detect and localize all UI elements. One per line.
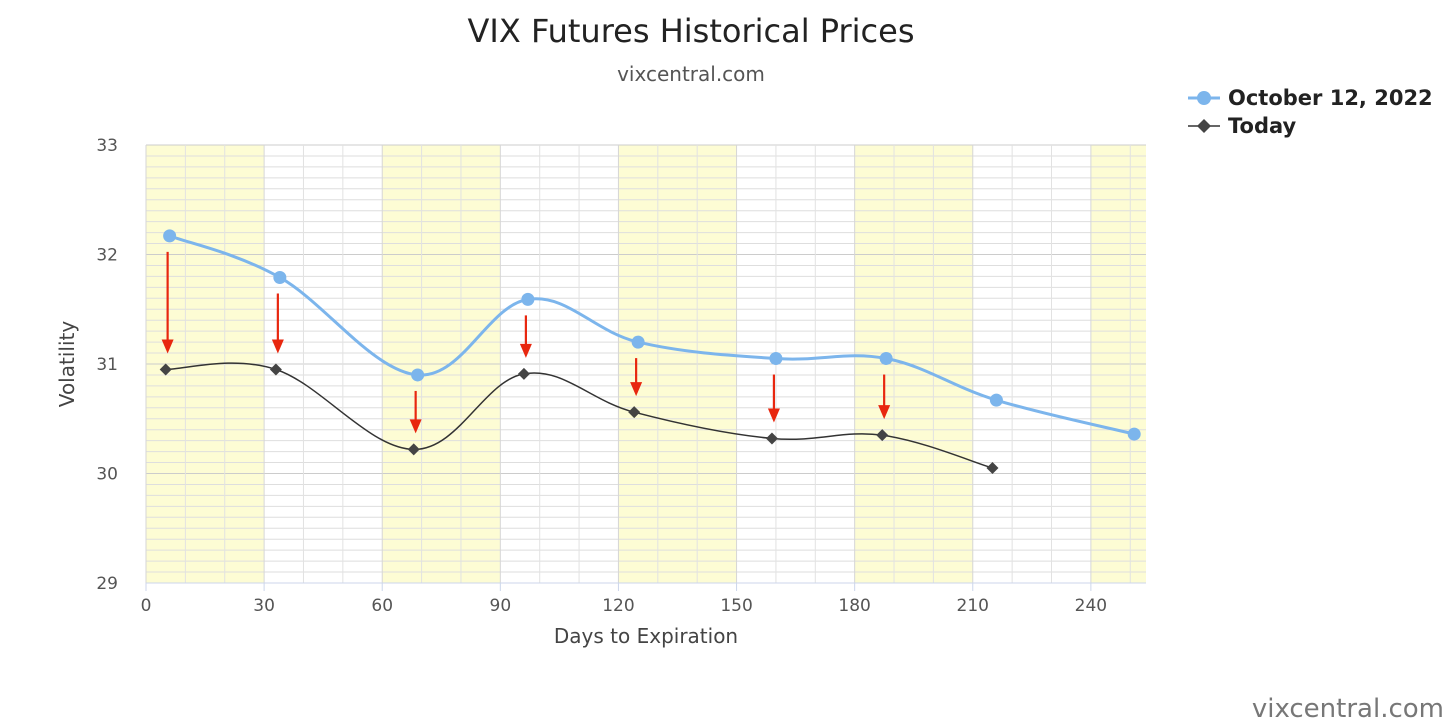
legend-diamond-icon	[1188, 116, 1220, 136]
y-axis-label: Volatility	[55, 321, 79, 408]
y-tick-label: 29	[96, 574, 118, 594]
y-tick-label: 31	[96, 355, 118, 375]
data-point-diamond	[765, 432, 778, 445]
axes: 0 30 60 90 120 150 180 210 240 29 30 31 32 33	[96, 136, 1146, 616]
data-point-diamond	[269, 363, 282, 376]
arrow-head	[161, 339, 174, 354]
series-markers	[159, 229, 1141, 475]
series-line-1	[169, 234, 1135, 436]
chart-title: VIX Futures Historical Prices	[467, 12, 915, 50]
legend-item-series-1[interactable]: October 12, 2022	[1188, 86, 1433, 110]
arrow-head	[630, 382, 643, 397]
x-tick-label: 180	[838, 596, 870, 616]
annotation-arrows	[161, 251, 891, 434]
data-point-diamond	[517, 367, 530, 380]
y-tick-label: 30	[96, 465, 118, 485]
x-tick-label: 240	[1075, 596, 1107, 616]
data-point-diamond	[986, 462, 999, 475]
x-tick-label: 90	[490, 596, 512, 616]
data-point-circle	[521, 292, 535, 306]
legend-label-series-2: Today	[1228, 114, 1297, 138]
x-tick-label: 0	[141, 596, 152, 616]
x-tick-label: 150	[720, 596, 752, 616]
x-axis-label: Days to Expiration	[554, 624, 738, 648]
y-tick-label: 33	[96, 136, 118, 156]
data-point-circle	[769, 352, 783, 366]
data-point-circle	[411, 368, 425, 382]
grid-lines	[145, 144, 1146, 584]
data-point-circle	[273, 270, 287, 284]
x-tick-label: 30	[253, 596, 275, 616]
data-point-circle	[1127, 427, 1141, 441]
data-point-diamond	[159, 363, 172, 376]
data-point-circle	[631, 335, 645, 349]
data-point-circle	[989, 393, 1003, 407]
arrow-head	[767, 408, 780, 423]
series-line-2	[165, 362, 993, 469]
series-lines	[165, 234, 1135, 469]
data-point-diamond	[628, 406, 641, 419]
data-point-circle	[163, 229, 177, 243]
x-tick-label: 60	[371, 596, 393, 616]
watermark: vixcentral.com	[1251, 694, 1444, 724]
x-tick-label: 210	[957, 596, 989, 616]
data-point-diamond	[876, 429, 889, 442]
arrow-head	[519, 343, 532, 358]
legend-label-series-1: October 12, 2022	[1228, 86, 1433, 110]
x-tick-label: 120	[602, 596, 634, 616]
chart-subtitle: vixcentral.com	[617, 62, 765, 86]
y-tick-label: 32	[96, 246, 118, 266]
legend-item-series-2[interactable]: Today	[1188, 114, 1296, 138]
arrow-head	[409, 419, 422, 434]
data-point-diamond	[407, 443, 420, 456]
arrow-head	[878, 405, 891, 420]
data-point-circle	[879, 352, 893, 366]
arrow-head	[271, 339, 284, 354]
legend-circle-icon	[1188, 88, 1220, 108]
